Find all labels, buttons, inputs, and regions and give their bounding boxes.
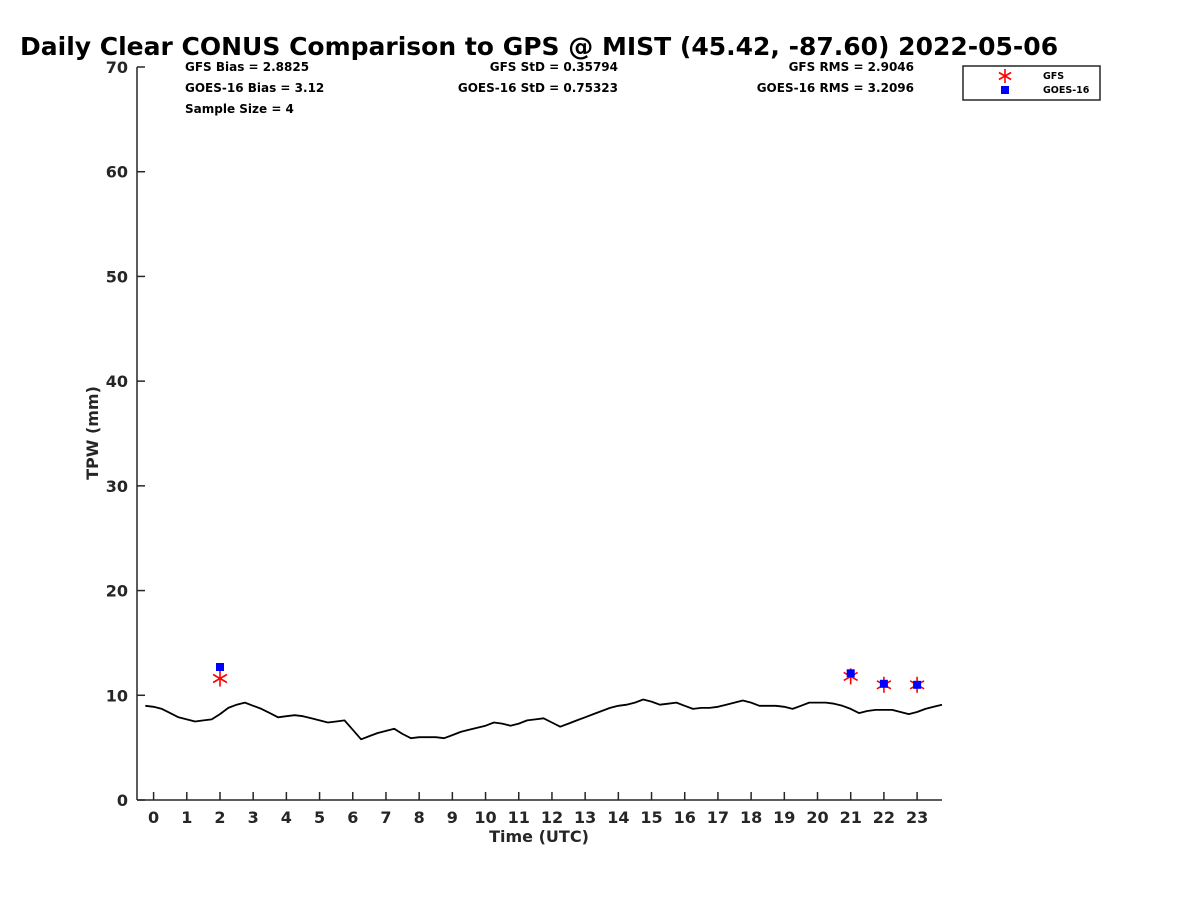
x-tick-label: 23	[906, 808, 928, 827]
x-tick-label: 20	[806, 808, 828, 827]
plot-area	[145, 663, 943, 741]
x-tick-label: 13	[574, 808, 596, 827]
x-tick-label: 1	[181, 808, 192, 827]
y-tick-label: 20	[106, 582, 128, 601]
legend-goes16-label: GOES-16	[1043, 85, 1090, 96]
stat-text: GFS RMS = 2.9046	[789, 60, 914, 74]
stat-text: GFS StD = 0.35794	[490, 60, 618, 74]
stats-block: GFS Bias = 2.8825 GFS StD = 0.35794 GFS RM…	[185, 60, 914, 116]
y-tick-label: 10	[106, 686, 128, 705]
x-tick-label: 3	[248, 808, 259, 827]
y-tick-label: 70	[106, 58, 128, 77]
y-tick-label: 50	[106, 267, 128, 286]
x-tick-label: 19	[773, 808, 795, 827]
goes16-point	[216, 663, 224, 671]
legend: GFS GOES-16	[962, 65, 1101, 101]
x-tick-label: 16	[674, 808, 696, 827]
legend-gfs-marker	[998, 69, 1012, 83]
x-tick-label: 22	[873, 808, 895, 827]
stat-text: GOES-16 StD = 0.75323	[458, 81, 618, 95]
x-tick-label: 9	[447, 808, 458, 827]
x-tick-label: 12	[541, 808, 563, 827]
y-tick-label: 60	[106, 163, 128, 182]
legend-gfs-label: GFS	[1043, 71, 1064, 82]
legend-goes16-marker	[1001, 86, 1009, 94]
x-tick-label: 18	[740, 808, 762, 827]
stat-text: GOES-16 Bias = 3.12	[185, 81, 324, 95]
x-tick-label: 11	[508, 808, 530, 827]
y-axis-label: TPW (mm)	[83, 386, 102, 480]
goes16-point	[879, 679, 888, 688]
x-tick-label: 0	[148, 808, 159, 827]
x-tick-label: 2	[214, 808, 225, 827]
x-tick-label: 4	[281, 808, 292, 827]
x-tick-label: 7	[380, 808, 391, 827]
x-ticks: 0 1 2 3 4 5 6 7 8 9 10 11 12 13 14 15 16 17 18 19 20 21 22 23	[148, 792, 928, 827]
chart-title: Daily Clear CONUS Comparison to GPS @ MI…	[20, 32, 1058, 61]
y-tick-label: 30	[106, 477, 128, 496]
x-tick-label: 15	[640, 808, 662, 827]
y-tick-label: 0	[117, 791, 128, 810]
x-tick-label: 6	[347, 808, 358, 827]
x-tick-label: 21	[840, 808, 862, 827]
stat-text: Sample Size = 4	[185, 102, 294, 116]
axes	[136, 67, 942, 801]
stat-text: GFS Bias = 2.8825	[185, 60, 309, 74]
gps-series-line	[145, 698, 943, 741]
x-tick-label: 10	[474, 808, 496, 827]
x-axis-label: Time (UTC)	[489, 827, 589, 846]
goes16-point	[846, 669, 855, 678]
x-tick-label: 5	[314, 808, 325, 827]
y-ticks: 0 10 20 30 40 50 60 70	[106, 58, 145, 810]
y-tick-label: 40	[106, 372, 128, 391]
x-tick-label: 8	[414, 808, 425, 827]
gfs-point	[212, 670, 228, 687]
legend-box	[962, 65, 1101, 101]
x-tick-label: 17	[707, 808, 729, 827]
x-tick-label: 14	[607, 808, 629, 827]
goes16-point	[913, 680, 922, 689]
stat-text: GOES-16 RMS = 3.2096	[757, 81, 914, 95]
